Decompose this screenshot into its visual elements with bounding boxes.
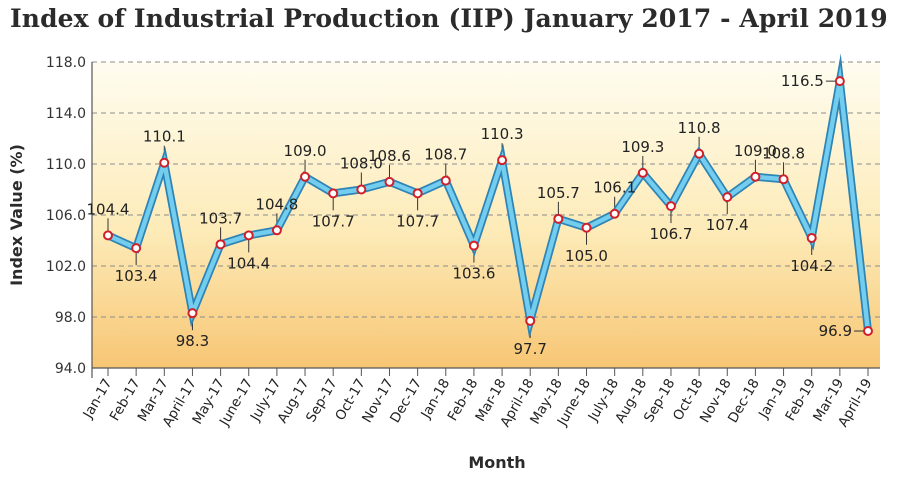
data-point (243, 230, 254, 241)
data-point (412, 188, 423, 199)
data-label: 104.8 (255, 195, 298, 213)
data-label: 110.3 (481, 125, 524, 143)
data-point (553, 213, 564, 224)
y-axis-ticks: 94.0 98.0 102.0 106.0 110.0 114.0 118.0 (46, 55, 86, 377)
data-point (637, 167, 648, 178)
data-point (103, 230, 113, 241)
y-axis-label: Index Value (%) (7, 144, 26, 286)
data-point (497, 155, 508, 166)
data-point (215, 239, 226, 250)
data-point (328, 188, 339, 199)
data-point (187, 308, 198, 319)
y-tick-label: 98.0 (55, 310, 86, 326)
data-label: 116.5 (781, 72, 824, 90)
data-point (525, 315, 536, 326)
data-point (665, 201, 676, 212)
data-label: 108.7 (424, 146, 467, 164)
data-point (581, 222, 592, 233)
data-label: 108.6 (368, 147, 411, 165)
data-label: 103.6 (452, 265, 495, 283)
data-label: 105.7 (537, 184, 580, 202)
data-point (271, 225, 282, 236)
data-label: 106.7 (649, 225, 692, 243)
series-line (106, 53, 872, 340)
data-label: 107.4 (706, 216, 749, 234)
data-point (722, 192, 733, 203)
data-point (356, 184, 367, 195)
y-tick-label: 118.0 (46, 55, 86, 71)
data-label: 106.1 (593, 179, 636, 197)
data-label: 103.7 (199, 209, 242, 227)
data-point (131, 243, 142, 254)
data-label: 98.3 (176, 332, 209, 350)
data-label: 108.0 (340, 155, 383, 173)
data-label: 110.8 (678, 119, 721, 137)
data-label: 97.7 (514, 340, 547, 358)
data-label: 107.7 (396, 212, 439, 230)
data-label: 103.4 (115, 267, 158, 285)
data-points (103, 76, 873, 337)
data-point (300, 171, 311, 182)
data-point (750, 171, 761, 182)
data-label: 108.8 (762, 144, 805, 162)
y-tick-label: 114.0 (46, 106, 86, 122)
data-labels: 104.4103.4110.198.3103.7104.4104.8109.01… (87, 72, 852, 358)
series-line-fill (107, 65, 871, 332)
data-label: 104.4 (87, 200, 130, 218)
y-tick-label: 94.0 (55, 361, 86, 377)
data-label: 107.7 (312, 212, 355, 230)
chart-title: Index of Industrial Production (IIP) Jan… (10, 4, 888, 33)
y-tick-label: 102.0 (46, 259, 86, 275)
data-point (834, 76, 845, 87)
data-point (384, 176, 395, 187)
data-point (694, 148, 705, 159)
data-point (863, 326, 873, 337)
data-point (159, 157, 170, 168)
x-axis-ticks: Jan-17Feb-17Mar-17April-17May-17June-17J… (80, 368, 875, 430)
data-label: 104.2 (790, 257, 833, 275)
axes (91, 62, 880, 378)
data-point (609, 208, 620, 219)
data-point (806, 232, 817, 243)
data-point (778, 174, 789, 185)
data-label: 109.0 (734, 142, 777, 160)
data-label: 110.1 (143, 128, 186, 146)
data-point (468, 240, 479, 251)
data-label: 105.0 (565, 247, 608, 265)
data-label: 96.9 (819, 322, 852, 340)
y-tick-label: 110.0 (46, 157, 86, 173)
data-label: 109.3 (621, 138, 664, 156)
data-point (440, 175, 451, 186)
x-axis-label: Month (468, 453, 525, 472)
y-tick-label: 106.0 (46, 208, 86, 224)
data-label: 109.0 (284, 142, 327, 160)
data-label: 104.4 (227, 254, 270, 272)
